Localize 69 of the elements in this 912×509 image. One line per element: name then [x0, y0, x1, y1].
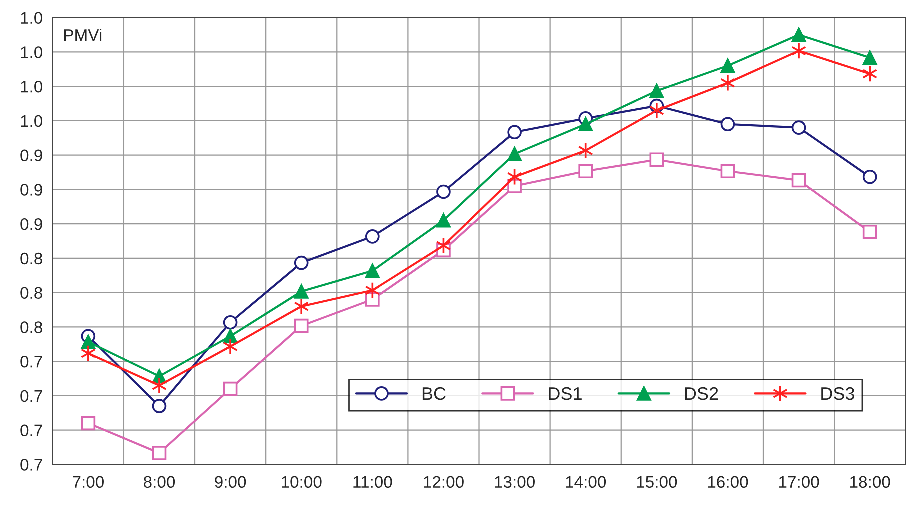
y-tick-label: 0.8 — [20, 287, 42, 300]
x-tick-label: 18:00 — [850, 476, 890, 488]
point — [862, 170, 878, 184]
point — [223, 329, 238, 344]
y-tick-label: 0.8 — [20, 322, 42, 334]
x-tick-label: 12:00 — [424, 476, 464, 488]
point — [436, 184, 451, 200]
point — [81, 416, 96, 431]
point — [508, 147, 522, 162]
x-tick-label: 16:00 — [708, 476, 748, 488]
y-tick-label: 0.7 — [20, 424, 42, 437]
point — [792, 173, 806, 188]
point — [792, 42, 807, 60]
point — [223, 315, 238, 330]
point — [792, 28, 806, 42]
x-tick-label: 9:00 — [215, 476, 246, 488]
point — [294, 256, 309, 270]
y-tick-label: 1.0 — [21, 115, 43, 128]
point — [436, 213, 451, 228]
point — [650, 152, 664, 168]
point — [81, 334, 96, 350]
y-tick-label: 0.7 — [20, 356, 42, 368]
point — [720, 74, 736, 92]
y-tick-label: 0.7 — [20, 390, 42, 402]
point — [792, 120, 806, 135]
point — [578, 117, 593, 132]
y-tick-label: 1.0 — [21, 12, 43, 24]
point — [152, 399, 167, 414]
point — [366, 230, 380, 244]
x-tick-label: 14:00 — [566, 476, 606, 488]
x-tick-label: 15:00 — [637, 476, 678, 488]
point — [862, 224, 878, 240]
point — [366, 292, 380, 307]
point — [80, 345, 96, 362]
y-tick-label: 1.0 — [21, 46, 43, 58]
y-tick-label: 0.7 — [20, 459, 42, 471]
point — [649, 102, 664, 120]
x-tick-label: 11:00 — [354, 476, 392, 488]
x-tick-label: 10:00 — [282, 476, 322, 488]
point — [294, 298, 310, 316]
point — [366, 264, 380, 278]
y-tick-label: 0.8 — [20, 252, 42, 265]
x-tick-label: 8:00 — [144, 476, 176, 488]
y-tick-label: 0.9 — [20, 184, 42, 196]
legend-label: DS2 — [685, 387, 718, 400]
point — [720, 58, 736, 74]
x-tick-label: 17:00 — [779, 476, 820, 488]
point — [152, 446, 167, 460]
point — [294, 318, 309, 334]
point — [862, 50, 878, 66]
y-tick-label: 0.9 — [20, 218, 42, 230]
point — [720, 164, 736, 179]
legend-label: DS3 — [822, 387, 854, 400]
y-axis-title: PMVi — [64, 28, 102, 42]
point — [508, 125, 522, 140]
point — [152, 377, 168, 394]
point — [578, 164, 593, 179]
point — [720, 117, 736, 132]
point — [650, 84, 664, 98]
legend-label: DS1 — [549, 387, 582, 400]
point — [294, 284, 309, 299]
point — [223, 338, 238, 356]
legend-label: BC — [422, 387, 446, 400]
point — [862, 65, 878, 83]
y-tick-label: 1.0 — [21, 80, 43, 93]
x-tick-label: 7:00 — [73, 476, 104, 488]
point — [223, 382, 238, 396]
x-tick-label: 13:00 — [495, 476, 535, 488]
y-tick-label: 0.9 — [20, 150, 42, 162]
